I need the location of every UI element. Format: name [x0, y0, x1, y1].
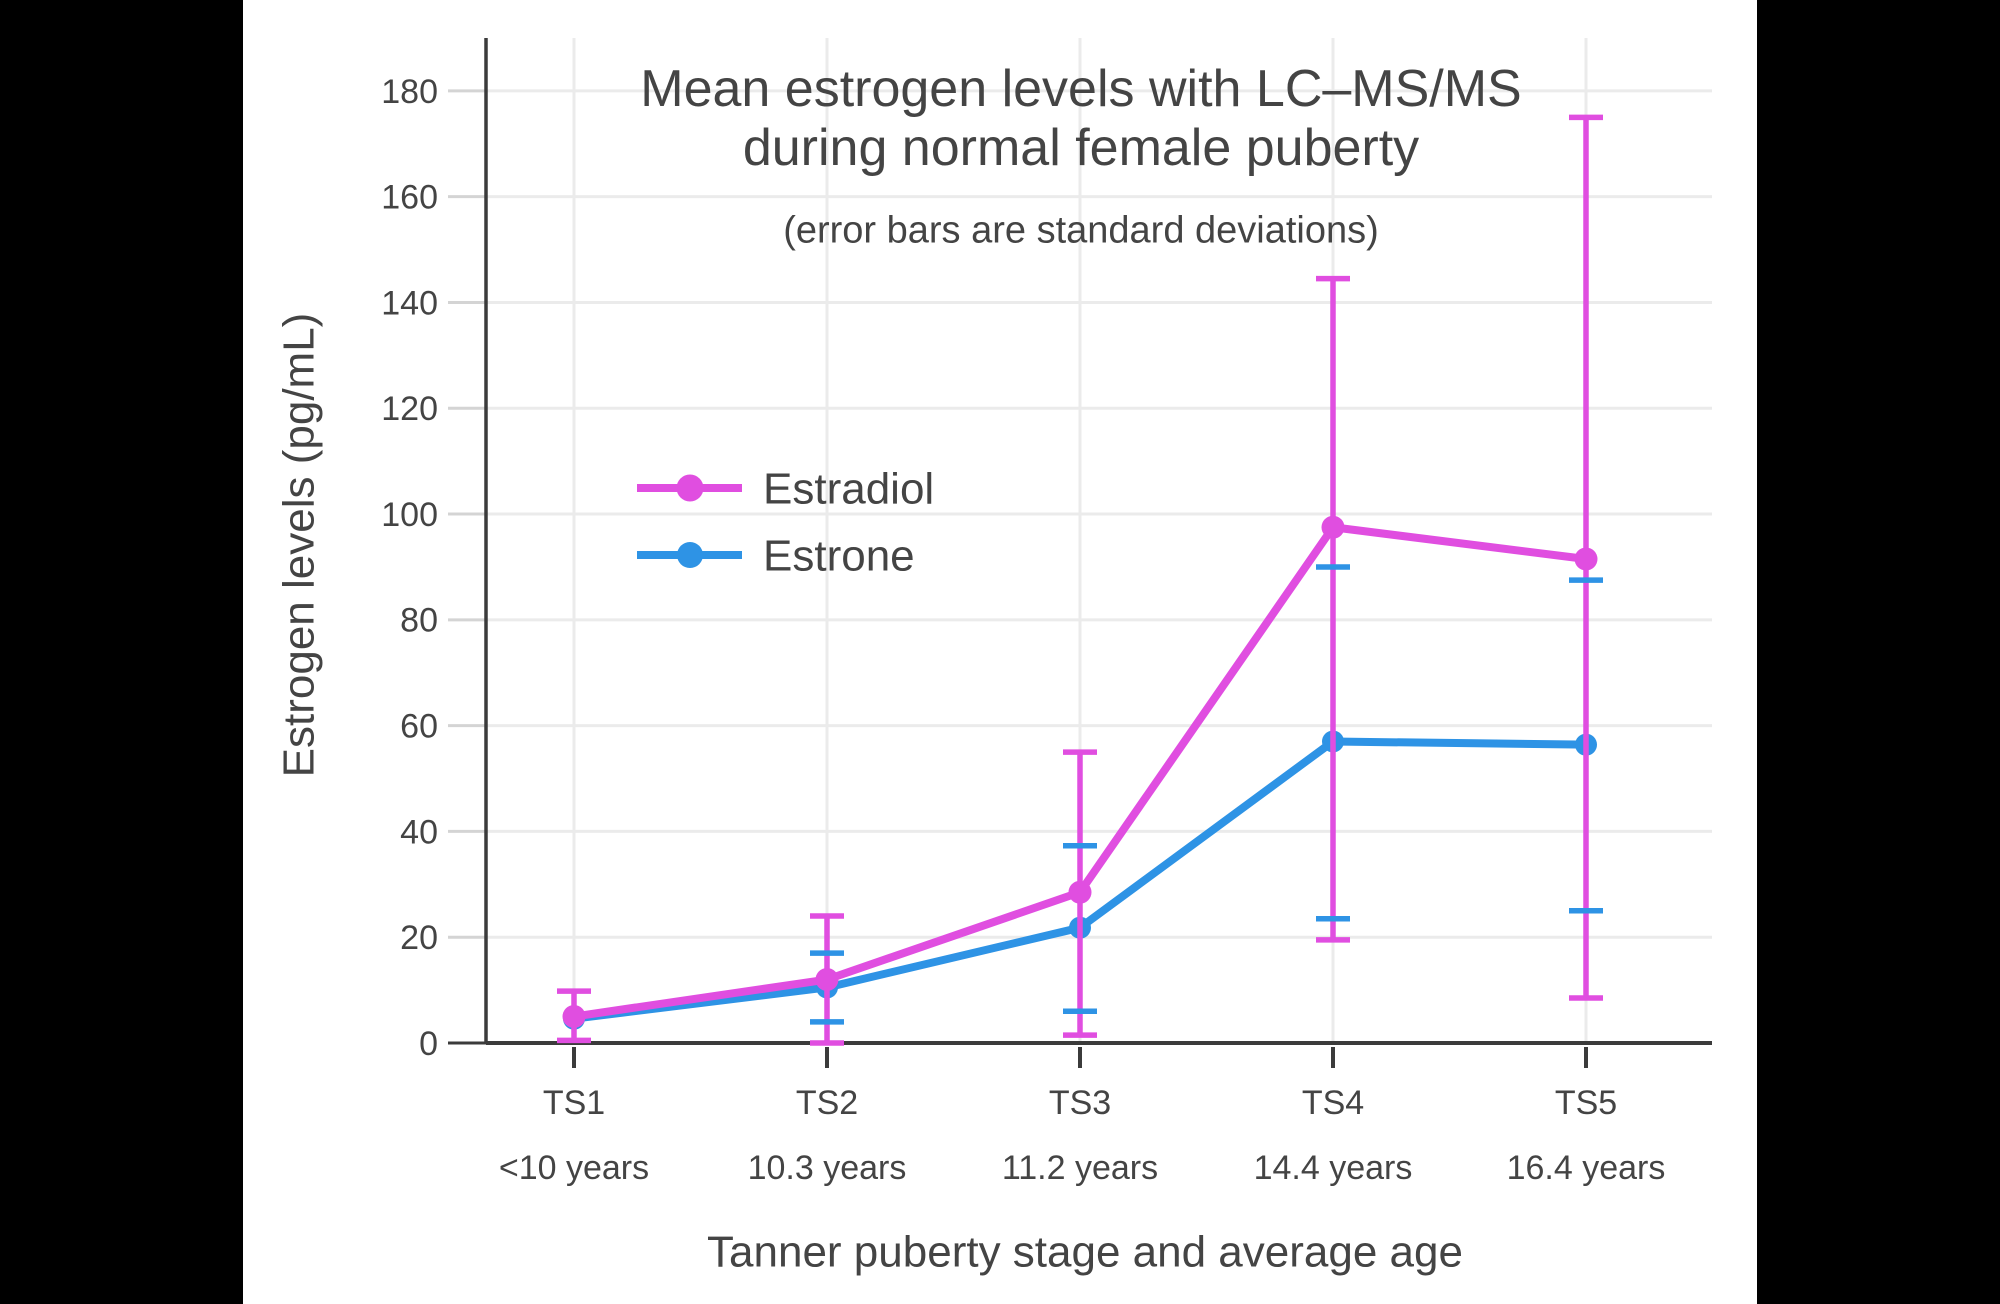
legend-item-estrone: Estrone [637, 531, 915, 580]
y-tick-label-180: 180 [381, 73, 438, 111]
y-tick-label-20: 20 [400, 919, 438, 957]
axes [484, 38, 1712, 1068]
legend-marker-estradiol [676, 474, 704, 502]
y-tick-label-60: 60 [400, 708, 438, 746]
legend-label-estrone: Estrone [763, 531, 915, 580]
chart-title-line1: Mean estrogen levels with LC–MS/MS [640, 60, 1522, 118]
y-tick-label-100: 100 [381, 496, 438, 534]
y-tick-label-40: 40 [400, 813, 438, 851]
x-tick-label-TS5: TS5 [1555, 1084, 1617, 1122]
data-series [557, 114, 1603, 1046]
y-axis-title: Estrogen levels (pg/mL) [274, 313, 323, 778]
legend: Estradiol Estrone [637, 464, 934, 580]
x-age-label-TS1: <10 years [499, 1149, 649, 1187]
y-tick-label-160: 160 [381, 179, 438, 217]
tick-labels: 0 20 40 60 80 100 120 140 160 180 TS1 <10 years TS2 1… [381, 73, 1665, 1187]
y-tick-label-120: 120 [381, 390, 438, 428]
gridlines [448, 38, 1712, 1045]
x-tick-label-TS2: TS2 [796, 1084, 858, 1122]
y-tick-label-80: 80 [400, 602, 438, 640]
x-age-label-TS5: 16.4 years [1507, 1149, 1666, 1187]
legend-label-estradiol: Estradiol [763, 464, 934, 513]
chart-subtitle: (error bars are standard deviations) [783, 209, 1379, 251]
y-tick-label-0: 0 [419, 1025, 438, 1063]
x-age-label-TS2: 10.3 years [748, 1149, 907, 1187]
x-age-label-TS3: 11.2 years [1002, 1149, 1158, 1187]
legend-item-estradiol: Estradiol [637, 464, 934, 513]
x-tick-label-TS4: TS4 [1302, 1084, 1364, 1122]
x-axis-title: Tanner puberty stage and average age [707, 1227, 1463, 1276]
legend-marker-estrone [677, 542, 703, 568]
x-tick-label-TS1: TS1 [543, 1084, 605, 1122]
x-tick-label-TS3: TS3 [1049, 1084, 1111, 1122]
y-tick-label-140: 140 [381, 284, 438, 322]
chart-panel [243, 0, 1757, 1304]
chart-title-line2: during normal female puberty [743, 119, 1419, 177]
x-age-label-TS4: 14.4 years [1254, 1149, 1413, 1187]
